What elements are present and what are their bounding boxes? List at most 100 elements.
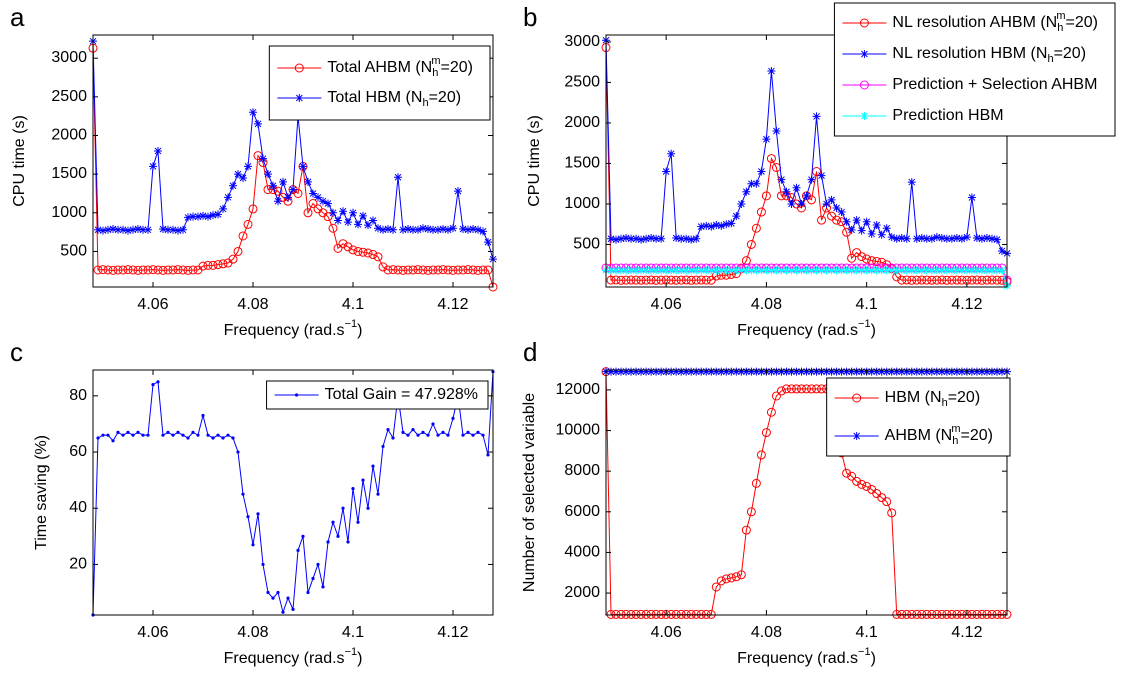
marker	[937, 609, 947, 619]
marker	[942, 275, 952, 285]
marker	[119, 225, 127, 234]
marker	[877, 257, 887, 267]
marker	[932, 609, 942, 619]
marker	[379, 225, 387, 234]
marker	[717, 367, 726, 376]
marker	[366, 506, 370, 510]
marker	[822, 199, 831, 208]
marker	[982, 233, 991, 242]
marker	[737, 367, 746, 376]
marker	[722, 266, 731, 275]
marker	[622, 367, 631, 376]
marker	[802, 384, 811, 394]
marker	[423, 265, 433, 275]
marker	[218, 259, 228, 269]
marker	[757, 266, 766, 275]
x-axis-label: Frequency (rad.s−1)	[737, 318, 876, 339]
marker	[134, 225, 142, 234]
marker	[777, 367, 786, 376]
marker	[148, 265, 158, 275]
marker	[731, 572, 741, 582]
marker	[617, 234, 626, 243]
marker	[632, 234, 641, 243]
y-tick-label: 1000	[564, 195, 600, 212]
marker	[326, 540, 330, 544]
marker	[632, 266, 641, 275]
marker	[862, 217, 871, 226]
marker	[682, 266, 691, 275]
marker	[922, 367, 931, 376]
marker	[692, 234, 701, 243]
marker	[339, 207, 347, 216]
marker	[907, 275, 917, 285]
marker	[767, 67, 776, 76]
marker	[164, 225, 172, 234]
marker	[797, 266, 806, 275]
marker	[166, 430, 170, 434]
marker	[389, 225, 397, 234]
marker	[707, 367, 716, 376]
marker	[692, 266, 701, 275]
marker	[323, 212, 333, 222]
marker	[757, 167, 766, 176]
marker	[199, 211, 207, 220]
marker	[907, 178, 916, 187]
panel-label: c	[10, 337, 23, 367]
marker	[987, 609, 997, 619]
marker	[927, 275, 937, 285]
marker	[781, 384, 791, 394]
marker	[129, 225, 137, 234]
axes-frame	[605, 369, 1008, 616]
marker	[832, 266, 841, 275]
marker	[221, 436, 225, 440]
x-axis-label: Frequency (rad.s−1)	[224, 318, 363, 339]
marker	[722, 367, 731, 376]
marker	[446, 433, 450, 437]
marker	[701, 609, 711, 619]
marker	[374, 224, 382, 233]
marker	[972, 266, 981, 275]
marker	[144, 225, 152, 234]
y-tick-label: 40	[69, 499, 87, 516]
marker	[473, 265, 483, 275]
marker	[887, 233, 896, 242]
legend-marker	[294, 63, 304, 73]
x-tick-label: 4.06	[651, 624, 682, 641]
marker	[338, 239, 348, 249]
marker	[957, 275, 967, 285]
marker	[349, 208, 357, 217]
marker	[671, 609, 681, 619]
y-tick-label: 10000	[556, 422, 601, 439]
marker	[126, 430, 130, 434]
marker	[847, 266, 856, 275]
marker	[942, 266, 951, 275]
marker	[159, 225, 167, 234]
marker	[937, 275, 947, 285]
y-tick-label: 2500	[51, 88, 87, 105]
marker	[852, 476, 862, 486]
marker	[206, 433, 210, 437]
marker	[952, 275, 962, 285]
marker	[977, 609, 987, 619]
marker	[484, 238, 492, 247]
marker	[111, 439, 115, 443]
marker	[751, 223, 761, 233]
marker	[947, 367, 956, 376]
marker	[967, 367, 976, 376]
marker	[852, 367, 861, 376]
marker	[862, 254, 872, 264]
y-axis-label: Time saving (%)	[33, 435, 50, 550]
x-tick-label: 4.1	[856, 296, 878, 313]
marker	[767, 367, 776, 376]
marker	[468, 265, 478, 275]
marker	[181, 433, 185, 437]
marker	[992, 609, 1002, 619]
marker	[942, 234, 951, 243]
marker	[987, 275, 997, 285]
marker	[687, 367, 696, 376]
marker	[458, 265, 468, 275]
legend: NL resolution AHBM (Nhm=20) NL resolution…	[833, 2, 1116, 137]
marker	[751, 478, 761, 488]
marker	[607, 367, 616, 376]
marker	[109, 225, 117, 234]
